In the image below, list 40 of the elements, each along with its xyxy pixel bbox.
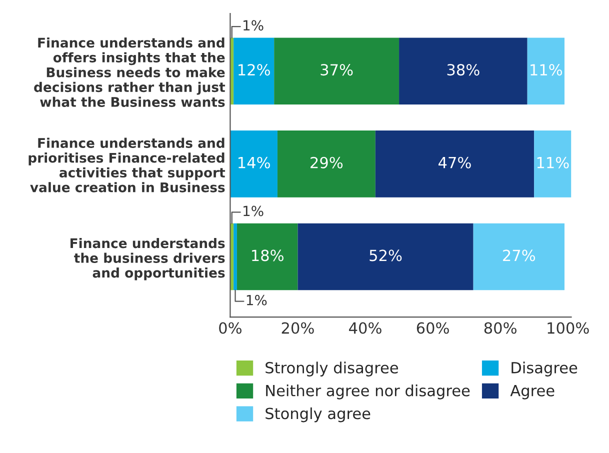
data-label: 11% — [537, 156, 569, 168]
bar — [399, 38, 528, 105]
bar — [274, 38, 400, 105]
data-label: 27% — [503, 250, 536, 262]
bar — [236, 223, 298, 290]
data-label: 12% — [238, 64, 270, 76]
x-tick-label: 0% — [219, 322, 242, 334]
y-tick-label: Finance understands the business drivers and opportunities — [70, 238, 225, 280]
legend-label: Stongly agree — [266, 407, 370, 422]
data-label: 11% — [530, 64, 562, 76]
bar — [234, 223, 237, 290]
data-label: 52% — [370, 250, 402, 262]
bar — [534, 130, 572, 198]
x-tick-label: 100% — [548, 322, 589, 334]
y-tick-label: Finance understands and prioritises Finance-related activities that support value creation in Business — [28, 138, 226, 192]
data-label: 1% — [244, 20, 264, 31]
data-label: 1% — [246, 294, 267, 306]
data-label: 1% — [244, 206, 264, 216]
legend-label: Neither agree nor disagree — [266, 384, 470, 400]
data-label: 37% — [320, 64, 353, 76]
legend-label: Strongly disagree — [266, 362, 398, 376]
bar — [277, 130, 376, 198]
bar — [298, 223, 474, 290]
data-label: 47% — [438, 156, 471, 168]
bar — [234, 38, 274, 105]
data-label: 29% — [310, 156, 343, 168]
bar — [527, 38, 564, 105]
bar — [473, 223, 564, 290]
x-tick-label: 40% — [349, 322, 382, 334]
legend-label: Agree — [510, 385, 554, 400]
x-tick-label: 80% — [484, 322, 516, 334]
data-label: 38% — [447, 64, 480, 76]
data-label: 14% — [238, 156, 270, 168]
x-tick-label: 60% — [416, 322, 449, 334]
x-tick-label: 20% — [282, 322, 314, 334]
bar — [375, 130, 534, 198]
bar — [230, 130, 278, 198]
data-label: 18% — [252, 250, 284, 262]
y-tick-label: Finance understands and offers insights that the Business needs to make decisions rather than just what the Business wants — [34, 37, 226, 107]
legend-label: Disagree — [512, 362, 578, 376]
